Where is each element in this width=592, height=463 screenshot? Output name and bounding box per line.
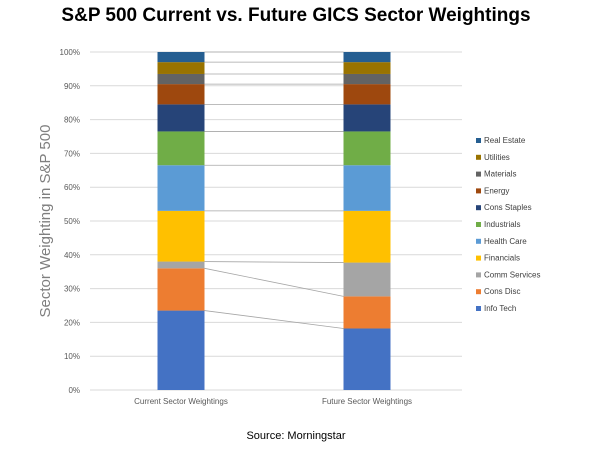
bar-segment-industrials	[157, 131, 205, 166]
bar-segment-energy	[157, 84, 205, 105]
bar-segment-cons-staples	[343, 104, 391, 132]
legend-swatch	[476, 171, 481, 177]
legend-label: Comm Services	[484, 270, 540, 279]
y-tick-label: 90%	[64, 82, 80, 91]
legend: Real Estate Utilities Materials Energy Cons …	[476, 136, 540, 313]
y-tick-label: 100%	[60, 48, 80, 57]
gridlines	[90, 51, 462, 391]
legend-label: Energy	[484, 186, 509, 195]
bar-segment-materials	[157, 73, 205, 85]
legend-label: Financials	[484, 254, 520, 263]
legend-label: Real Estate	[484, 136, 526, 145]
series-line	[204, 261, 344, 263]
x-category-label: Future Sector Weightings	[322, 397, 412, 406]
legend-swatch	[476, 255, 481, 261]
y-axis-label: Sector Weighting in S&P 500	[37, 125, 54, 318]
legend-label: Health Care	[484, 237, 527, 246]
bar-segment-health-care	[157, 165, 205, 211]
bar-segment-financials	[343, 210, 391, 263]
bar-segment-real-estate	[157, 52, 205, 63]
bar-segment-cons-disc	[343, 296, 391, 329]
y-tick-label: 40%	[64, 251, 80, 260]
bar-segment-industrials	[343, 131, 391, 166]
legend-swatch	[476, 222, 481, 227]
legend-label: Info Tech	[484, 304, 516, 313]
source-note: Source: Morningstar	[246, 430, 346, 442]
y-tick-label: 70%	[64, 149, 80, 158]
legend-swatch	[476, 138, 481, 143]
legend-swatch	[476, 205, 481, 211]
y-axis-ticks: 0% 10% 20% 30% 40% 50% 60% 70% 80% 90% 100%	[60, 48, 80, 395]
bar-segment-utilities	[157, 62, 205, 74]
bar-segment-health-care	[343, 165, 391, 211]
bar-segment-real-estate	[343, 52, 391, 63]
x-category-label: Current Sector Weightings	[134, 397, 228, 406]
bar-segment-utilities	[343, 62, 391, 74]
y-tick-label: 20%	[64, 318, 80, 327]
legend-label: Utilities	[484, 153, 510, 162]
x-axis-categories: Current Sector Weightings Future Sector W…	[134, 397, 412, 406]
legend-swatch	[476, 238, 481, 244]
bar-segment-cons-disc	[157, 268, 205, 311]
bar-segment-info-tech	[343, 328, 391, 390]
series-line	[204, 310, 344, 329]
legend-swatch	[476, 188, 481, 194]
legend-swatch	[476, 272, 481, 278]
bar-segment-financials	[157, 210, 205, 262]
bar-segment-materials	[343, 73, 391, 85]
y-tick-label: 50%	[64, 217, 80, 226]
y-tick-label: 60%	[64, 183, 80, 192]
chart-title: S&P 500 Current vs. Future GICS Sector W…	[61, 5, 531, 26]
bar-segment-comm-services	[157, 261, 205, 269]
legend-swatch	[476, 289, 481, 295]
legend-swatch	[476, 154, 481, 160]
y-tick-label: 30%	[64, 285, 80, 294]
legend-label: Materials	[484, 170, 516, 179]
bar-segment-energy	[343, 84, 391, 105]
bar-segment-comm-services	[343, 262, 391, 297]
legend-swatch	[476, 306, 481, 311]
stacked-bars	[157, 52, 391, 390]
legend-label: Cons Disc	[484, 287, 520, 296]
bar-segment-cons-staples	[157, 104, 205, 132]
y-tick-label: 10%	[64, 352, 80, 361]
series-line	[204, 267, 344, 297]
legend-label: Industrials	[484, 220, 520, 229]
legend-label: Cons Staples	[484, 203, 532, 212]
series-connector-lines	[204, 51, 344, 329]
bar-segment-info-tech	[157, 310, 205, 390]
y-tick-label: 80%	[64, 116, 80, 125]
y-tick-label: 0%	[68, 386, 80, 395]
